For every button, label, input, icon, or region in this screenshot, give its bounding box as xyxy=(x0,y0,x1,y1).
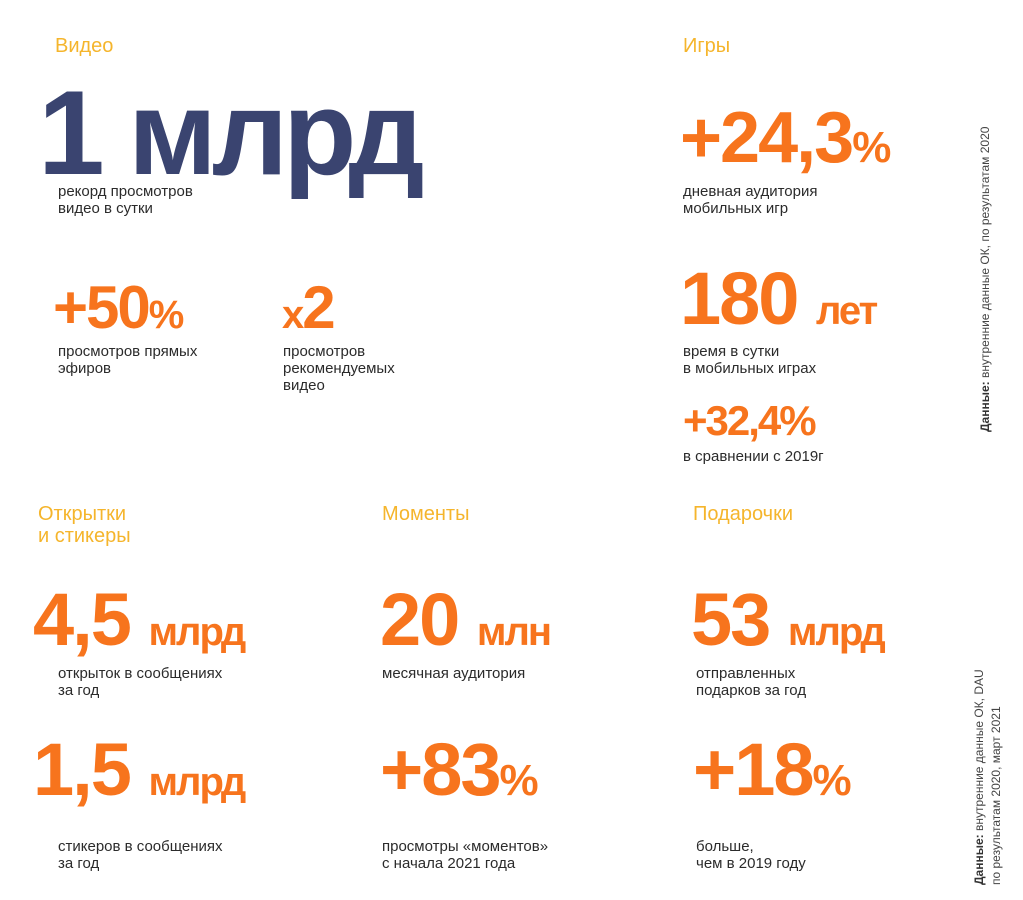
video-heading: Видео xyxy=(55,35,114,57)
games-growth-value: +32,4% xyxy=(683,397,817,444)
moments-audience-value: 20 млн xyxy=(380,583,552,657)
games-time-value: 180 лет xyxy=(680,262,878,336)
value-number: +24,3 xyxy=(680,98,854,178)
value-number: 53 xyxy=(691,578,771,661)
live-views-value: +50% xyxy=(53,278,185,338)
value-number: +18 xyxy=(693,728,815,811)
video-record-caption: рекорд просмотров видео в сутки xyxy=(58,183,193,217)
value-number: 2 xyxy=(302,274,335,341)
gifts-heading: Подарочки xyxy=(693,503,793,525)
value-unit: % xyxy=(148,293,185,337)
source-note-bottom-line1: Данные: внутренние данные ОК, DAU xyxy=(972,669,986,885)
value-unit: млн xyxy=(476,610,552,654)
postcards-value: 4,5 млрд xyxy=(33,583,246,657)
source-note-top: Данные: внутренние данные ОК, по результ… xyxy=(978,127,992,432)
value-prefix: x xyxy=(282,293,304,337)
note-label: Данные: xyxy=(972,834,986,885)
games-heading: Игры xyxy=(683,35,731,57)
stickers-value: 1,5 млрд xyxy=(33,733,246,807)
value-number: 4,5 xyxy=(33,578,132,661)
cards-heading: Открытки и стикеры xyxy=(38,503,131,547)
value-number: +50 xyxy=(53,274,151,341)
games-time-caption: время в сутки в мобильных играх xyxy=(683,343,817,377)
postcards-caption: открыток в сообщениях за год xyxy=(58,665,223,699)
value-unit: % xyxy=(499,756,539,805)
value-number: 180 xyxy=(680,257,799,340)
value-number: 20 xyxy=(380,578,460,661)
note-label: Данные: xyxy=(978,381,992,432)
games-dau-caption: дневная аудитория мобильных игр xyxy=(683,183,818,217)
recommended-views-caption: просмотров рекомендуемых видео xyxy=(283,343,395,394)
games-growth-caption: в сравнении с 2019г xyxy=(683,448,824,465)
note-text: внутренние данные ОК, по результатам 202… xyxy=(978,126,992,382)
gifts-sent-caption: отправленных подарков за год xyxy=(696,665,807,699)
moments-views-value: +83% xyxy=(380,733,539,807)
moments-audience-caption: месячная аудитория xyxy=(382,665,526,682)
value-unit: млрд xyxy=(148,760,246,804)
live-views-caption: просмотров прямых эфиров xyxy=(58,343,198,377)
stickers-caption: стикеров в сообщениях за год xyxy=(58,838,223,872)
moments-heading: Моменты xyxy=(382,503,470,525)
value-number: +83 xyxy=(380,728,502,811)
source-note-bottom-line2: по результатам 2020, март 2021 xyxy=(989,706,1003,885)
gifts-growth-caption: больше, чем в 2019 году xyxy=(696,838,806,872)
value-number: 1,5 xyxy=(33,728,132,811)
value-unit: % xyxy=(852,123,891,172)
video-record-value: 1 млрд xyxy=(38,66,425,200)
gifts-growth-value: +18% xyxy=(693,733,852,807)
gifts-sent-value: 53 млрд xyxy=(691,583,886,657)
note-text: внутренние данные ОК, DAU xyxy=(972,669,986,835)
value-unit: млрд xyxy=(787,610,886,654)
recommended-views-value: x2 xyxy=(282,278,336,338)
games-dau-value: +24,3% xyxy=(680,102,891,174)
moments-views-caption: просмотры «моментов» с начала 2021 года xyxy=(382,838,549,872)
value-unit: лет xyxy=(816,289,878,333)
value-unit: % xyxy=(812,756,852,805)
value-unit: млрд xyxy=(148,610,246,654)
